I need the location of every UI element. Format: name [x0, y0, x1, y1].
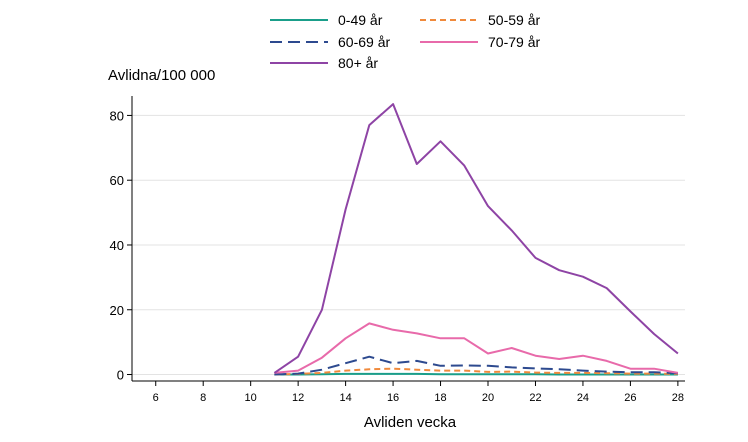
x-axis-label: Avliden vecka — [364, 414, 457, 431]
x-tick-label: 10 — [245, 392, 257, 404]
series-line — [274, 372, 678, 376]
plot-area — [273, 103, 679, 376]
series-line — [274, 355, 678, 376]
x-tick-label: 20 — [482, 392, 494, 404]
legend-label: 0-49 år — [338, 12, 383, 28]
legend-label: 60-69 år — [338, 34, 390, 50]
x-tick-label: 8 — [200, 392, 206, 404]
x-tick-label: 26 — [624, 392, 636, 404]
legend-label: 50-59 år — [488, 12, 540, 28]
x-tick-label: 18 — [434, 392, 446, 404]
x-tick-label: 16 — [387, 392, 399, 404]
x-tick-label: 24 — [577, 392, 589, 404]
y-tick-label: 20 — [110, 303, 124, 318]
legend: 0-49 år 50-59 år 60-69 år 70-79 år 80+ år — [270, 12, 540, 71]
x-tick-label: 22 — [529, 392, 541, 404]
axes: 0 20 40 60 80 6 8 10 12 14 16 18 20 22 24 26 28 — [110, 96, 685, 404]
gridlines — [132, 114, 685, 376]
y-tick-label: 0 — [117, 368, 124, 383]
x-tick-label: 14 — [339, 392, 351, 404]
x-tick-label: 6 — [153, 392, 159, 404]
legend-label: 80+ år — [338, 55, 378, 71]
y-tick-label: 60 — [110, 173, 124, 188]
series-line — [273, 103, 679, 374]
y-axis-label: Avlidna/100 000 — [108, 67, 215, 84]
legend-label: 70-79 år — [488, 34, 540, 50]
series-line — [274, 322, 679, 374]
x-tick-label: 12 — [292, 392, 304, 404]
series-line — [274, 367, 678, 376]
y-tick-label: 80 — [110, 108, 124, 123]
x-tick-label: 28 — [672, 392, 684, 404]
y-tick-label: 40 — [110, 238, 124, 253]
